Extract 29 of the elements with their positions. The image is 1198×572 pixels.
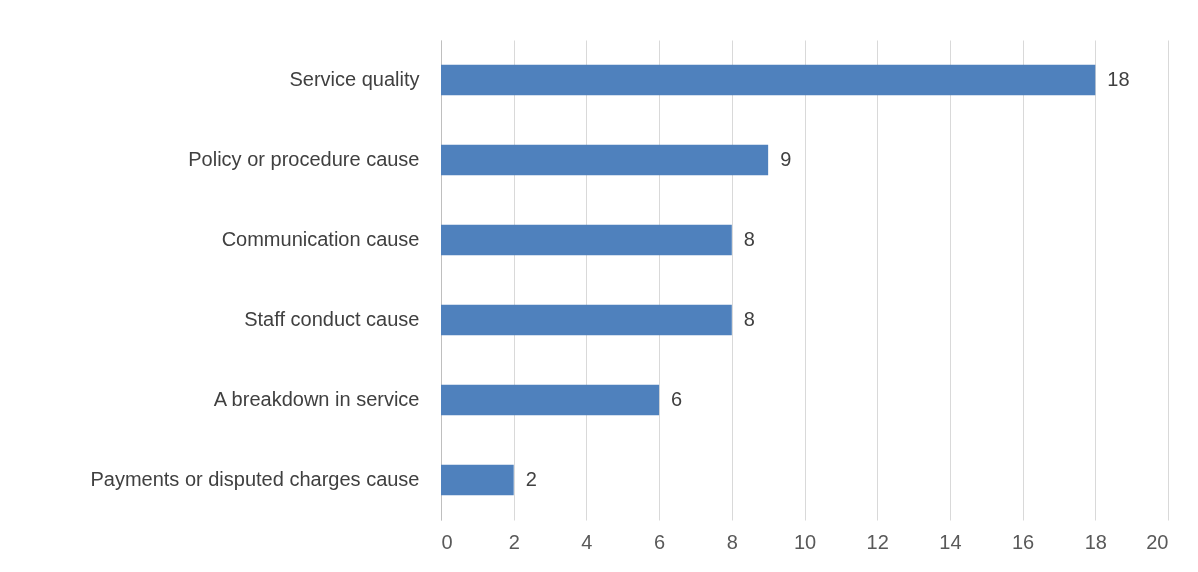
x-tick-label: 12 [866, 530, 889, 553]
x-tick-label: 6 [654, 530, 666, 553]
data-label: 2 [525, 468, 537, 490]
bar [441, 304, 732, 336]
y-tick-label: Policy or procedure cause [188, 148, 420, 170]
y-tick-label: Staff conduct cause [244, 308, 420, 330]
x-tick-label: 4 [581, 530, 593, 553]
bar [441, 464, 514, 496]
x-tick-label: 16 [1011, 530, 1035, 553]
bar [441, 224, 732, 256]
x-tick-label: 14 [939, 530, 962, 553]
x-tick-label: 10 [793, 530, 817, 553]
x-tick-label: 18 [1084, 530, 1107, 553]
x-tick-label: 8 [726, 530, 738, 553]
bar [441, 384, 660, 416]
x-tick-label: 2 [508, 530, 520, 553]
data-label: 9 [780, 148, 792, 170]
data-label: 18 [1107, 68, 1130, 90]
y-tick-label: Payments or disputed charges cause [90, 468, 420, 490]
data-label: 8 [743, 228, 755, 250]
data-label: 8 [743, 308, 755, 330]
x-tick-label: 0 [441, 530, 453, 553]
y-tick-label: Service quality [289, 68, 420, 90]
bar [441, 144, 769, 176]
y-tick-label: Communication cause [221, 228, 420, 250]
y-tick-label: A breakdown in service [213, 388, 420, 410]
bar [441, 64, 1096, 96]
x-tick-label: 20 [1146, 530, 1169, 553]
data-label: 6 [671, 388, 683, 410]
